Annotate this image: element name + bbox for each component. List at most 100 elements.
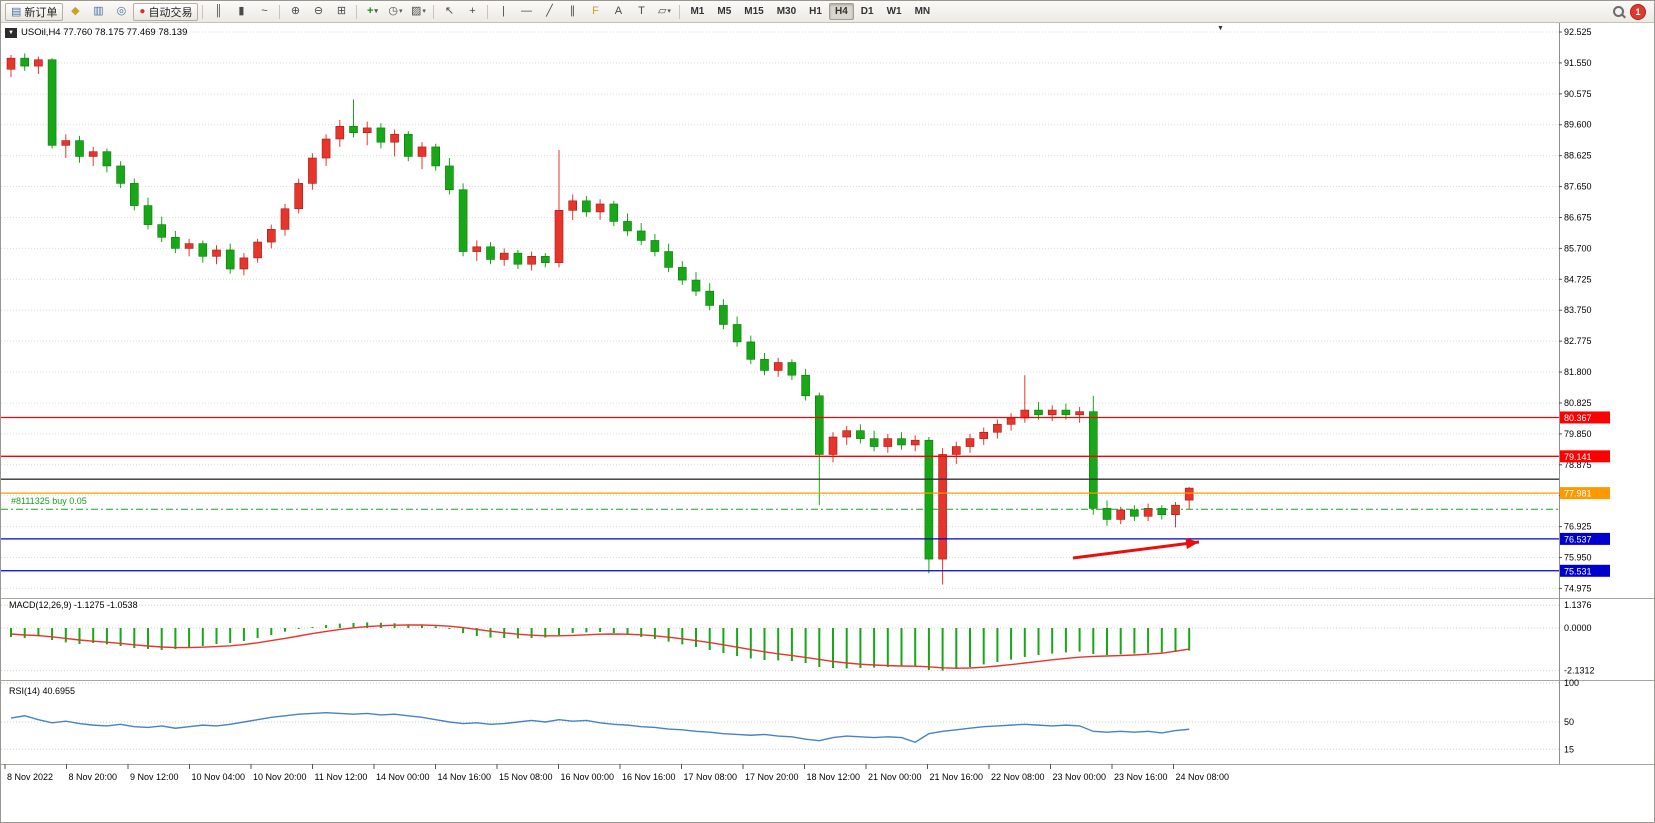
periods-icon[interactable]: ◷ ▾ xyxy=(384,2,406,21)
timeframe-m30-button[interactable]: M30 xyxy=(776,6,797,17)
timeframe-m1-button[interactable]: M1 xyxy=(690,6,705,17)
candle-body xyxy=(486,246,495,260)
chevron-down-icon: ▾ xyxy=(667,8,671,15)
timeframe-m5-button[interactable]: M5 xyxy=(717,6,732,17)
candle-body xyxy=(856,430,865,439)
candle-body xyxy=(924,439,934,560)
channel-icon[interactable]: ∥ xyxy=(569,5,576,17)
timeframe-h4-button[interactable]: H4 xyxy=(828,3,854,20)
timeframe-d1-button[interactable]: D1 xyxy=(860,6,874,17)
candle-body xyxy=(828,436,838,455)
zoom-in-icon[interactable]: ⊕ xyxy=(290,5,301,17)
notification-badge[interactable]: 1 xyxy=(1630,3,1646,20)
templates-icon[interactable]: ▨ ▾ xyxy=(407,2,429,21)
candle-body xyxy=(1061,409,1071,416)
candle-body xyxy=(225,249,235,270)
chevron-down-icon: ▾ xyxy=(422,8,426,15)
candle-body xyxy=(993,424,1002,433)
chart-plot-area[interactable] xyxy=(1,23,1559,764)
candle-body xyxy=(582,200,591,213)
market-watch-icon[interactable]: ▥ xyxy=(93,5,104,17)
chevron-down-icon: ▾ xyxy=(374,8,378,15)
price-axis-label: 85.700 xyxy=(1564,243,1592,253)
horizontal-line-icon[interactable]: — xyxy=(520,5,532,17)
timeframe-h1-button[interactable]: H1 xyxy=(809,6,822,17)
separator xyxy=(679,4,681,19)
macd-grid: 1.1376 0.0000 -2.1312 xyxy=(1,600,1595,676)
price-tag xyxy=(1560,487,1610,500)
candle-body xyxy=(403,133,413,157)
candle-body xyxy=(650,240,660,252)
arrow-annotation[interactable] xyxy=(1072,538,1200,560)
macd-label: MACD(12,26,9) -1.1275 -1.0538 xyxy=(9,600,138,610)
candle-body xyxy=(143,205,153,225)
macd-axis-label: -2.1312 xyxy=(1564,666,1595,676)
chart-tab-icon[interactable]: ▼ xyxy=(5,28,17,38)
price-tag-label: 80.367 xyxy=(1564,413,1592,423)
cursor-icon[interactable]: ↖ xyxy=(444,5,455,17)
candle-body xyxy=(184,243,194,249)
candle-body xyxy=(362,127,372,133)
candle-body xyxy=(280,208,290,230)
candle-body xyxy=(116,165,125,184)
candle-body xyxy=(1047,409,1057,416)
rsi-axis-label: 15 xyxy=(1564,744,1574,754)
search-icon[interactable] xyxy=(1613,6,1624,17)
vertical-line-icon[interactable]: | xyxy=(502,5,505,17)
separator xyxy=(202,4,204,19)
new-order-button[interactable]: ▤ 新订单 xyxy=(5,2,64,21)
indicators-add-icon[interactable]: + ▾ xyxy=(361,2,383,21)
timeframe-m15-button[interactable]: M15 xyxy=(744,6,764,17)
zoom-out-icon[interactable]: ⊖ xyxy=(313,5,324,17)
autotrading-button[interactable]: ● 自动交易 xyxy=(133,2,199,21)
price-axis-label: 84.725 xyxy=(1564,274,1592,284)
candle-body xyxy=(595,203,605,213)
candle-body xyxy=(294,183,304,210)
candle-body xyxy=(102,151,112,167)
macd-signal-line xyxy=(10,624,1190,669)
crosshair-icon[interactable]: + xyxy=(469,5,476,17)
line-chart-icon[interactable]: ~ xyxy=(261,5,268,17)
candle-body xyxy=(568,200,578,211)
candle-body xyxy=(1075,411,1084,416)
trendline-icon[interactable]: ╱ xyxy=(546,5,553,17)
shapes-icon[interactable]: ▱ ▾ xyxy=(653,2,675,21)
timeframe-mn-button[interactable]: MN xyxy=(914,6,931,17)
candle-body xyxy=(787,362,797,376)
timeframe-group: M1 M5 M15 M30 H1 H4 D1 W1 MN xyxy=(684,3,936,20)
label-tool-icon[interactable]: T xyxy=(638,5,645,17)
time-axis-label: 18 Nov 12:00 xyxy=(807,772,861,782)
candle-body xyxy=(760,359,769,371)
candle-body xyxy=(212,249,221,257)
tile-windows-icon[interactable]: ⊞ xyxy=(336,5,347,17)
chart-collapse-arrow[interactable]: ▼ xyxy=(1217,25,1224,32)
text-tool-icon[interactable]: A xyxy=(614,5,623,17)
price-axis-label: 91.550 xyxy=(1564,58,1592,68)
candle-body xyxy=(239,257,249,270)
candle-body xyxy=(1184,487,1194,501)
time-axis-label: 14 Nov 16:00 xyxy=(438,772,492,782)
time-axis-label: 23 Nov 00:00 xyxy=(1053,772,1107,782)
alerts-icon[interactable]: ◆ xyxy=(71,5,80,17)
horizontal-lines[interactable]: 80.367 79.141 77.981 76.537 75.531 xyxy=(1,411,1610,577)
time-axis-label: 15 Nov 08:00 xyxy=(499,772,553,782)
candle-body xyxy=(513,252,523,265)
candle-body xyxy=(88,151,98,157)
time-axis-label: 17 Nov 20:00 xyxy=(745,772,799,782)
price-axis-label: 90.575 xyxy=(1564,89,1592,99)
candle-body xyxy=(1102,508,1112,520)
candle-body xyxy=(20,57,30,67)
candlestick-chart-icon[interactable]: ▮ xyxy=(238,5,245,17)
candle-body xyxy=(773,362,783,371)
candle-body xyxy=(349,126,358,133)
bar-chart-icon[interactable]: ║ xyxy=(214,5,223,17)
separator xyxy=(279,4,281,19)
chart-canvas[interactable]: 92.525 91.550 90.575 89.600 88.625 87.650 86.6… xyxy=(1,23,1655,823)
fibonacci-icon[interactable]: F xyxy=(592,5,599,17)
price-tag xyxy=(1560,564,1610,577)
toolbar: ▤ 新订单 ◆ ▥ ◎ ● 自动交易 ║ ▮ ~ ⊕ ⊖ ⊞ + ▾ ◷ ▾ ▨ ▾ … xyxy=(1,1,1654,23)
time-axis-label: 8 Nov 2022 xyxy=(7,772,53,782)
timeframe-w1-button[interactable]: W1 xyxy=(886,6,902,17)
time-axis[interactable]: 8 Nov 2022 8 Nov 20:00 9 Nov 12:00 10 Nov 0… xyxy=(4,764,1229,782)
navigator-icon[interactable]: ◎ xyxy=(116,5,127,17)
